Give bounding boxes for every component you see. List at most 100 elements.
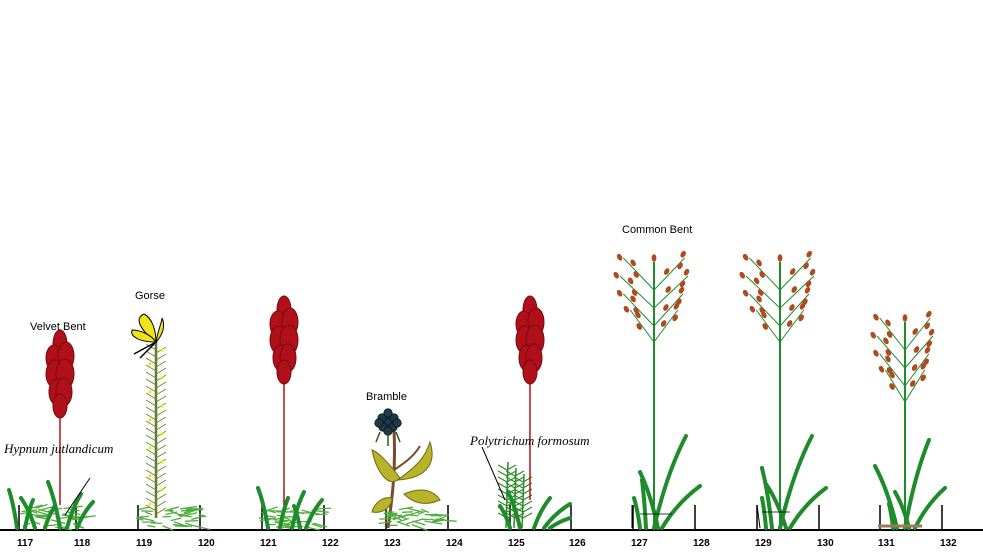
scale-tick-label: 117 — [17, 538, 34, 549]
common-bent-spikelet — [635, 311, 641, 319]
scale-tick-label: 119 — [136, 538, 153, 549]
grass-blade — [304, 498, 324, 530]
gorse-spine — [145, 420, 157, 428]
grass-blade — [632, 496, 642, 530]
moss-frond — [311, 523, 323, 529]
gorse-bud — [148, 474, 152, 478]
moss-frond — [424, 520, 443, 525]
moss-frond — [386, 514, 403, 518]
common-bent-spikelet — [789, 304, 795, 311]
common-bent-spikelet — [883, 337, 889, 345]
moss-frond — [198, 513, 207, 518]
gorse-spine — [145, 497, 157, 505]
grass-blade — [256, 486, 270, 530]
common-bent-spikelet — [680, 250, 686, 258]
common-bent-spikelet — [920, 362, 927, 370]
grass-blades — [498, 490, 572, 530]
gorse-spine — [155, 451, 167, 459]
gorse-spine — [145, 350, 157, 358]
scale-tick-label: 120 — [198, 538, 215, 549]
common-bent-spikelet — [928, 328, 935, 336]
bramble-drupelet — [383, 426, 393, 436]
common-bent-branch — [879, 317, 906, 351]
moss-frond — [406, 507, 424, 513]
grass-blade — [292, 504, 302, 530]
gorse-spine — [145, 448, 157, 456]
scale-tick-label: 129 — [755, 538, 772, 549]
common-bent-spikelet — [663, 268, 670, 275]
common-bent-branch — [623, 257, 655, 291]
common-bent-spikelet — [627, 277, 634, 285]
moss-frond — [141, 510, 153, 513]
grass-blade — [46, 480, 62, 530]
gorse-spine — [145, 392, 157, 400]
scale-tick-label: 131 — [878, 538, 895, 549]
moss-frond — [405, 518, 423, 525]
common-bent-spikelet — [809, 268, 816, 276]
grass-blade — [65, 492, 83, 530]
common-bent-spikelet — [889, 371, 895, 379]
common-bent-spikelet — [926, 310, 932, 318]
polytrichum-label: Polytrichum formosum — [470, 433, 590, 448]
gorse-spine — [155, 395, 167, 403]
common-bent-spikelet — [786, 320, 793, 327]
polytrichum-leaf — [513, 476, 524, 483]
grass-blades — [760, 434, 828, 530]
gorse-spine — [145, 469, 157, 477]
common-bent-spikelet — [683, 268, 690, 276]
moss-frond — [398, 506, 414, 511]
moss-frond — [138, 516, 154, 522]
bramble-drupelet — [383, 408, 393, 418]
grass-blade — [760, 466, 774, 530]
gorse-spine — [155, 500, 167, 508]
scale-tick-label: 125 — [508, 538, 525, 549]
moss-frond — [136, 517, 144, 521]
common-bent-branch — [755, 309, 781, 343]
hypnum-label: Hypnum jutlandicum — [4, 441, 114, 456]
moss-frond — [315, 513, 328, 516]
moss-frond — [138, 506, 150, 511]
gorse-spine — [155, 444, 167, 452]
gorse-spine — [145, 378, 157, 386]
gorse-spine — [155, 507, 167, 515]
common-bent-spikelet — [756, 295, 762, 303]
polytrichum-leaf — [505, 512, 516, 519]
polytrichum-leaf — [522, 506, 533, 513]
common-bent-spikelet — [630, 295, 636, 303]
common-bent-spikelet — [749, 305, 756, 313]
common-bent-spikelet — [873, 349, 879, 357]
common-bent-branch — [629, 309, 655, 343]
common-bent-spikelet — [678, 286, 685, 294]
common-bent-spikelet — [673, 302, 680, 310]
gorse-bud — [148, 502, 152, 506]
scale-tick-label: 124 — [446, 538, 463, 549]
gorse-bud — [148, 362, 152, 366]
velvet-bent-label: Velvet Bent — [30, 321, 86, 333]
grass-blade — [290, 490, 306, 530]
moss-cushion — [136, 505, 211, 531]
common-bent-spikelet — [613, 271, 619, 279]
gorse-spine — [155, 388, 167, 396]
gorse-spine — [155, 465, 167, 473]
gorse-spine — [145, 413, 157, 421]
moss-frond — [184, 519, 199, 522]
common-bent-spikelet — [804, 286, 811, 294]
gorse-label: Gorse — [135, 290, 165, 302]
velvet-bent-plant — [269, 295, 299, 505]
gorse-spine — [145, 371, 157, 379]
grass-blade — [778, 434, 814, 530]
gorse-spine — [145, 357, 157, 365]
common-bent-spikelet — [799, 302, 806, 310]
polytrichum-leaf — [505, 482, 516, 489]
polytrichum-leaf — [514, 470, 525, 477]
grass-blade — [542, 502, 572, 530]
polytrichum-leaf — [513, 500, 524, 507]
common-bent-spikelet — [663, 304, 669, 311]
common-bent-spikelet — [633, 271, 639, 278]
gorse-spine — [155, 423, 167, 431]
polytrichum-leaf — [497, 470, 508, 477]
velvet-bent-plant — [45, 329, 75, 505]
gorse-sepal — [133, 341, 157, 359]
gorse-bud — [148, 390, 152, 394]
